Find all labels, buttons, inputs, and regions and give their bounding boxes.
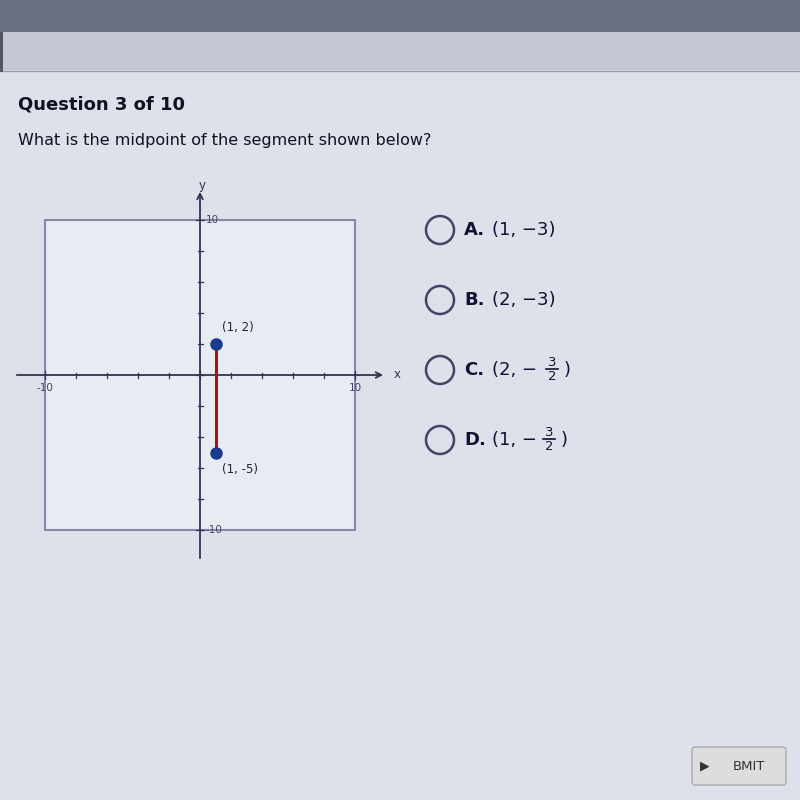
Text: (2, −: (2, −	[492, 361, 537, 379]
Text: 3.1.3: 3.1.3	[16, 43, 70, 58]
FancyBboxPatch shape	[0, 0, 800, 32]
Text: ▶: ▶	[700, 759, 710, 773]
Text: (2, −3): (2, −3)	[492, 291, 556, 309]
Text: Question 3 of 10: Question 3 of 10	[18, 96, 185, 114]
Text: 2: 2	[545, 439, 554, 453]
Text: C.: C.	[464, 361, 484, 379]
Text: ): )	[561, 431, 568, 449]
Text: x: x	[394, 369, 401, 382]
Text: B.: B.	[464, 291, 485, 309]
Text: ): )	[564, 361, 571, 379]
Text: Midpoint Formula: Midpoint Formula	[98, 43, 241, 58]
Text: D.: D.	[464, 431, 486, 449]
Text: 10: 10	[349, 383, 362, 393]
Text: (1, −3): (1, −3)	[492, 221, 555, 239]
FancyBboxPatch shape	[0, 71, 800, 800]
FancyBboxPatch shape	[0, 32, 800, 70]
Text: 10: 10	[206, 215, 219, 225]
Text: (1, −: (1, −	[492, 431, 537, 449]
FancyBboxPatch shape	[692, 747, 786, 785]
Text: (1, -5): (1, -5)	[222, 462, 258, 475]
Text: -10: -10	[206, 525, 223, 535]
Text: A.: A.	[464, 221, 485, 239]
Text: (1, 2): (1, 2)	[222, 321, 254, 334]
Text: y: y	[198, 179, 206, 192]
Text: 3: 3	[548, 357, 556, 370]
FancyBboxPatch shape	[0, 30, 3, 72]
FancyBboxPatch shape	[45, 220, 355, 530]
Text: Quiz:: Quiz:	[57, 43, 101, 58]
Text: What is the midpoint of the segment shown below?: What is the midpoint of the segment show…	[18, 133, 431, 147]
Text: -10: -10	[37, 383, 54, 393]
Text: 3: 3	[545, 426, 554, 439]
Text: 2: 2	[548, 370, 556, 382]
Text: BMIT: BMIT	[733, 759, 766, 773]
